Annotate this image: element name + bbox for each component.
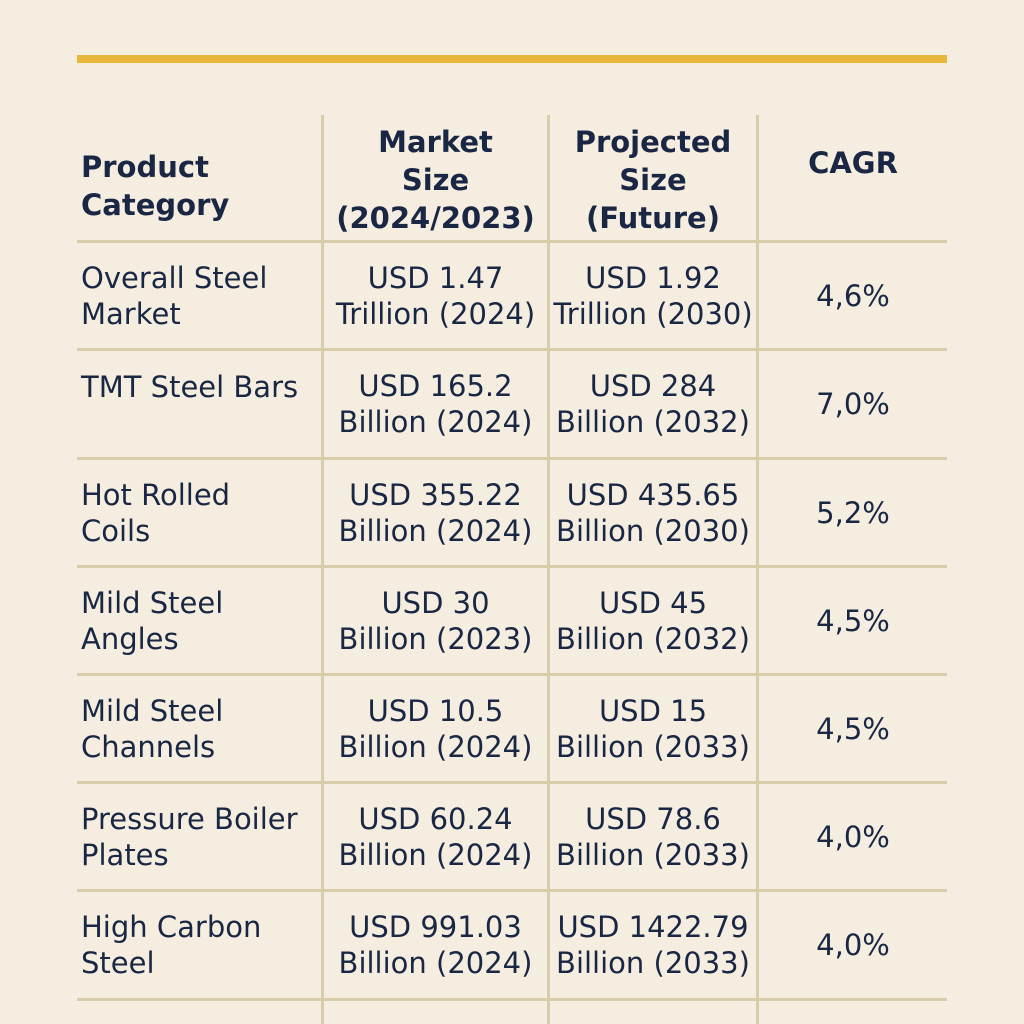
table-cell-projected-size: USD 45 Billion (2032) [556, 585, 750, 656]
row-divider [77, 998, 947, 1001]
header-product-category: Product Category [81, 149, 230, 222]
table-cell-cagr: 4,6% [816, 278, 890, 313]
table-cell-category: Overall Steel Market [81, 260, 268, 331]
row-divider [77, 889, 947, 892]
table-cell-category: Mild Steel Channels [81, 693, 224, 764]
table-cell-cagr: 4,5% [816, 711, 890, 746]
table-cell-category: Mild Steel Angles [81, 585, 224, 656]
column-divider [547, 115, 550, 1024]
table-cell-market-size: USD 60.24 Billion (2024) [338, 801, 533, 872]
row-divider [77, 240, 947, 243]
row-divider [77, 565, 947, 568]
table-cell-category: TMT Steel Bars [81, 370, 299, 404]
table-cell-market-size: USD 30 Billion (2023) [338, 585, 533, 656]
table-cell-cagr: 5,2% [816, 495, 890, 530]
table-cell-cagr: 4,0% [816, 819, 890, 854]
table-cell-category: High Carbon Steel [81, 910, 262, 980]
table-cell-market-size: USD 355.22 Billion (2024) [338, 477, 533, 548]
row-divider [77, 348, 947, 351]
table-cell-projected-size: USD 435.65 Billion (2030) [556, 477, 750, 548]
table-cell-cagr: 7,0% [816, 387, 890, 421]
column-divider [756, 115, 759, 1024]
table-cell-projected-size: USD 15 Billion (2033) [556, 693, 750, 764]
row-divider [77, 673, 947, 676]
table-cell-projected-size: USD 1422.79 Billion (2033) [556, 910, 750, 980]
table-cell-market-size: USD 165.2 Billion (2024) [338, 369, 533, 439]
accent-bar [77, 55, 947, 63]
row-divider [77, 781, 947, 784]
row-divider [77, 457, 947, 460]
table-cell-category: Hot Rolled Coils [81, 477, 231, 548]
header-market-size: Market Size (2024/2023) [336, 124, 535, 235]
table-cell-market-size: USD 10.5 Billion (2024) [338, 693, 533, 764]
table-cell-projected-size: USD 78.6 Billion (2033) [556, 801, 750, 872]
column-divider [321, 115, 324, 1024]
table-cell-category: Pressure Boiler Plates [81, 801, 298, 872]
table-cell-cagr: 4,5% [816, 603, 890, 638]
table-cell-projected-size: USD 284 Billion (2032) [556, 369, 750, 439]
table-cell-market-size: USD 1.47 Trillion (2024) [335, 260, 536, 331]
table-cell-cagr: 4,0% [816, 928, 890, 962]
header-cagr: CAGR [808, 145, 898, 180]
table-cell-projected-size: USD 1.92 Trillion (2030) [553, 260, 753, 331]
header-projected-size: Projected Size (Future) [574, 124, 732, 235]
table-cell-market-size: USD 991.03 Billion (2024) [338, 910, 533, 980]
